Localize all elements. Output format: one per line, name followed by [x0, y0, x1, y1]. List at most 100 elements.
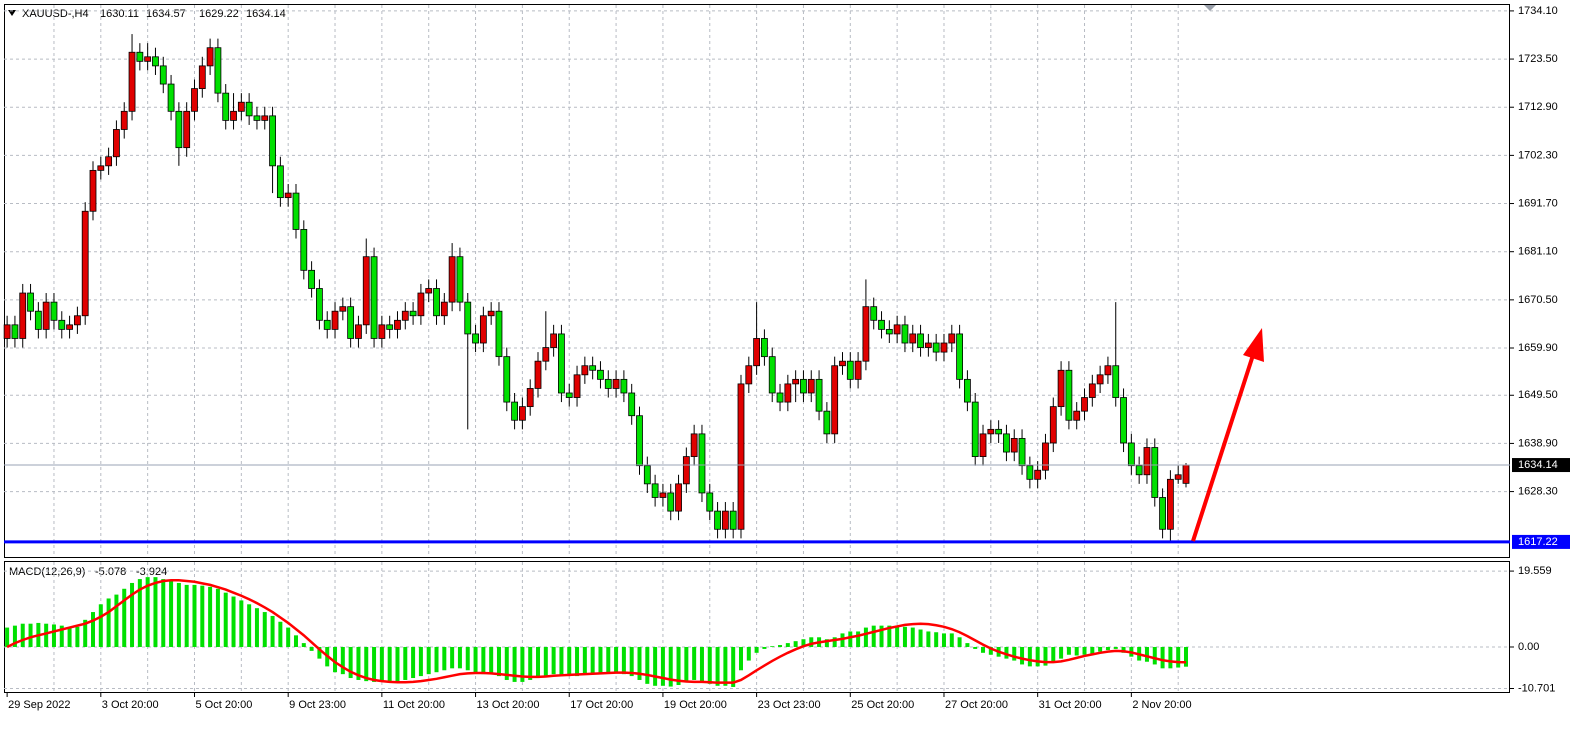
macd-bar [520, 646, 525, 682]
candle-body [292, 192, 300, 230]
macd-bar [442, 646, 447, 671]
candle-body [1057, 369, 1065, 408]
macd-bar [473, 646, 478, 673]
macd-bar [778, 645, 783, 647]
macd-bar [832, 637, 837, 647]
macd-bar [262, 612, 267, 647]
price-pane-frame [4, 4, 1510, 558]
candle-body [784, 383, 792, 403]
candle-body [394, 319, 401, 330]
macd-bar [692, 646, 697, 680]
signal-line [6, 578, 1187, 684]
candle-body [42, 301, 50, 330]
candle-body [347, 306, 355, 339]
candle-body [355, 324, 362, 339]
candle-body [472, 333, 479, 344]
candle-body [839, 360, 846, 367]
candle-body [1065, 369, 1073, 421]
header-low: 1629.22 [199, 8, 239, 20]
candle-body [81, 210, 89, 317]
candle-body [995, 428, 1003, 435]
candle-body [550, 333, 558, 348]
macd-bar [567, 646, 572, 677]
y-tick-label: 1702.30 [1518, 149, 1558, 161]
candle-body [1166, 478, 1174, 530]
candle-body [253, 115, 261, 121]
candle-body [269, 115, 276, 167]
macd-bar [161, 579, 166, 647]
support-label: 1617.22 [1518, 536, 1558, 548]
macd-bar [153, 577, 158, 647]
macd-bar [83, 619, 88, 647]
candle-body [854, 360, 862, 380]
macd-bar [403, 646, 408, 680]
menu-triangle[interactable] [8, 10, 16, 16]
macd-bar [239, 600, 244, 647]
header-open: 1630.11 [100, 8, 139, 20]
macd-bar [582, 646, 587, 675]
candle-body [464, 301, 472, 335]
macd-bar [192, 584, 197, 647]
macd-bar [809, 637, 814, 647]
macd-bar [1176, 646, 1181, 668]
macd-bar [949, 633, 954, 647]
candle-body [503, 356, 511, 403]
macd-bar [918, 629, 923, 647]
macd-bar [504, 646, 509, 680]
x-tick-label: 5 Oct 20:00 [195, 699, 252, 711]
candle-body [136, 51, 144, 62]
macd-bar [863, 627, 868, 647]
macd-bar [426, 646, 431, 675]
candle-body [893, 324, 901, 335]
macd-bar [67, 627, 72, 647]
candle-body [401, 310, 409, 321]
candle-body [198, 65, 206, 89]
macd-bar [44, 623, 49, 647]
candle-body [964, 378, 971, 403]
macd-bar [356, 646, 361, 680]
x-tick-label: 25 Oct 20:00 [851, 699, 914, 711]
candle-body [909, 333, 917, 344]
macd-bar [1043, 646, 1048, 666]
candle-body [924, 342, 932, 348]
macd-bar [5, 627, 10, 647]
y-tick-label: 1659.90 [1518, 342, 1558, 354]
candle-body [737, 383, 745, 530]
x-tick-label: 19 Oct 20:00 [664, 699, 727, 711]
macd-bar [75, 626, 80, 647]
candle-body [3, 324, 11, 339]
candle-body [245, 101, 253, 117]
candle-body [558, 333, 565, 394]
macd-bar [1105, 646, 1110, 651]
candle-body [105, 156, 113, 167]
macd-bar [122, 588, 127, 647]
macd-bar [1082, 646, 1087, 655]
candle-body [753, 338, 761, 367]
macd-bar [317, 646, 322, 659]
candle-body [113, 129, 120, 158]
macd-bar [106, 598, 111, 647]
signal-value: -3.924 [136, 566, 167, 578]
y-tick-label: 1649.50 [1518, 389, 1558, 401]
candle-body [815, 378, 823, 412]
candle-body [89, 169, 97, 212]
macd-bar [434, 646, 439, 673]
macd-bar [981, 646, 986, 653]
price-label: 1634.14 [1518, 459, 1558, 471]
macd-bar [130, 582, 135, 647]
candle-body [237, 101, 245, 112]
macd-bar [676, 646, 681, 686]
candle-body [206, 47, 214, 67]
macd-bar [395, 646, 400, 682]
chart-shift-marker[interactable] [1204, 5, 1216, 11]
macd-bar [450, 646, 455, 669]
candle-body [456, 256, 464, 303]
candle-body [690, 433, 698, 457]
candle-body [1127, 442, 1135, 467]
candle-body [682, 456, 690, 485]
candle-body [721, 510, 729, 530]
macd-bar [1098, 646, 1103, 652]
macd-bar [723, 646, 728, 686]
macd-bar [770, 646, 775, 647]
